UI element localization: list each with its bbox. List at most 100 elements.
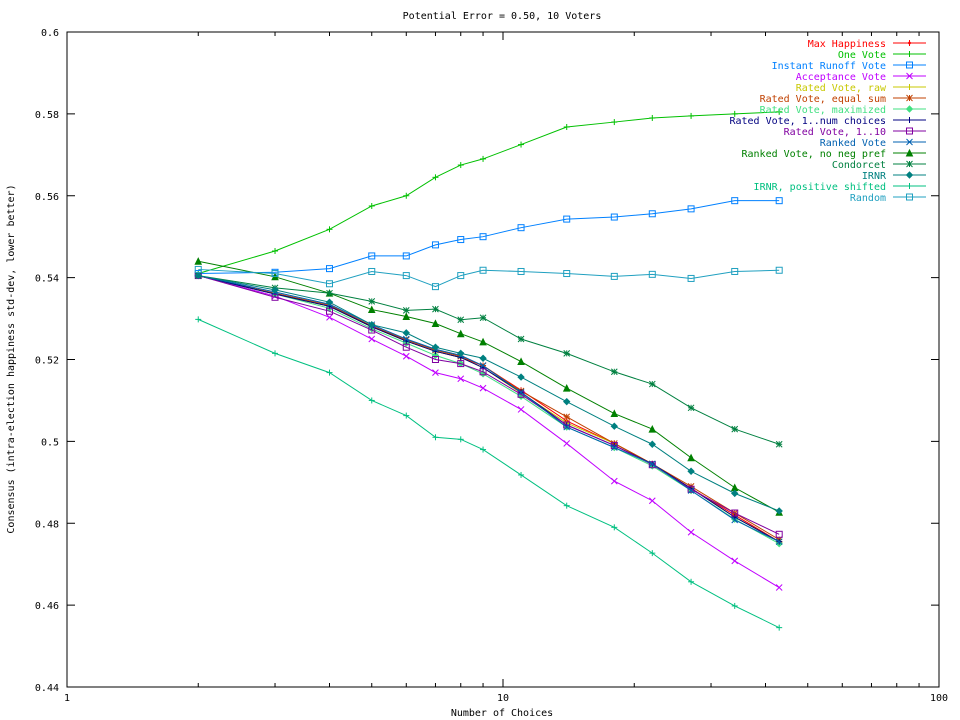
data-point: [271, 293, 279, 301]
data-point: [563, 123, 570, 130]
data-point: [731, 509, 739, 517]
data-point: [403, 192, 410, 199]
data-point: [431, 241, 439, 249]
data-point: [402, 252, 410, 260]
data-point: [518, 141, 525, 148]
data-point: [731, 557, 739, 565]
series-4: [195, 272, 783, 545]
data-point: [456, 329, 465, 338]
data-point: [687, 274, 695, 282]
data-point: [431, 343, 440, 351]
x-tick-label: 100: [930, 693, 948, 704]
data-point: [688, 578, 695, 585]
series-7: [195, 272, 783, 545]
data-point: [731, 425, 739, 433]
legend-marker: [906, 138, 913, 146]
data-point: [517, 335, 525, 343]
legend-marker: [905, 171, 914, 179]
legend-label: One Vote: [838, 50, 886, 61]
data-point: [731, 267, 739, 275]
data-point: [272, 350, 279, 357]
data-point: [775, 266, 783, 274]
series-2: [194, 197, 783, 278]
x-axis: 1 10 100: [64, 32, 948, 704]
data-point: [325, 265, 333, 273]
data-point: [325, 307, 333, 315]
legend-label: Rated Vote, 1..num choices: [729, 116, 886, 127]
data-point: [271, 270, 279, 278]
y-axis: 0.44 0.46 0.48 0.5 0.52 0.54 0.56 0.58 0.6: [35, 28, 939, 694]
data-point: [325, 298, 334, 306]
data-point: [648, 461, 656, 469]
data-point: [368, 335, 376, 343]
data-point: [402, 335, 410, 343]
data-point: [326, 369, 333, 376]
data-point: [432, 369, 439, 376]
chart-title: Potential Error = 0.50, 10 Voters: [403, 11, 602, 22]
data-point: [610, 444, 618, 451]
data-point: [326, 289, 333, 297]
legend-marker: [906, 61, 913, 69]
data-point: [563, 413, 571, 421]
data-point: [610, 272, 618, 280]
data-point: [402, 343, 410, 351]
x-tick-label: 1: [64, 693, 70, 704]
data-point: [457, 375, 465, 383]
data-point: [517, 406, 525, 413]
data-point: [731, 602, 738, 609]
series-14: [194, 265, 783, 291]
data-point: [517, 357, 525, 366]
data-point: [687, 528, 695, 536]
data-point: [563, 397, 571, 406]
x-axis-label: Number of Choices: [451, 708, 553, 719]
data-point: [479, 362, 487, 369]
data-point: [368, 320, 376, 329]
series-line: [198, 275, 780, 512]
legend-label: Rated Vote, 1..10: [784, 127, 886, 138]
data-point: [687, 467, 695, 475]
series-line: [198, 275, 780, 588]
data-point: [610, 213, 618, 221]
data-point: [517, 388, 525, 396]
data-point: [517, 267, 525, 275]
series-line: [198, 111, 780, 275]
legend-marker: [905, 148, 914, 157]
legend-label: Condorcet: [832, 160, 886, 171]
data-point: [432, 305, 439, 313]
data-point: [194, 271, 202, 280]
data-point: [518, 471, 525, 478]
series-11: [194, 272, 783, 448]
series-layer: [194, 108, 784, 631]
data-point: [563, 215, 571, 223]
series-1: [195, 108, 783, 277]
data-point: [479, 337, 487, 346]
data-point: [649, 550, 656, 557]
data-point: [563, 502, 570, 509]
data-point: [368, 397, 375, 404]
data-point: [610, 477, 618, 485]
data-point: [403, 412, 410, 419]
series-line: [198, 200, 780, 275]
data-point: [775, 507, 783, 515]
data-point: [775, 197, 783, 205]
data-point: [195, 316, 202, 323]
legend-label: Rated Vote, raw: [796, 83, 887, 94]
legend-label: Rated Vote, maximized: [760, 105, 886, 116]
data-point: [368, 252, 376, 260]
data-point: [271, 286, 279, 294]
data-point: [563, 350, 571, 357]
data-point: [648, 424, 657, 433]
data-point: [731, 514, 738, 521]
data-point: [326, 226, 333, 233]
y-tick-label: 0.58: [35, 110, 59, 121]
data-point: [687, 404, 695, 412]
data-point: [402, 307, 410, 314]
y-tick-label: 0.56: [35, 192, 59, 203]
data-point: [432, 434, 439, 441]
y-tick-label: 0.46: [35, 601, 59, 612]
series-5: [194, 272, 783, 543]
legend-marker: [906, 193, 913, 201]
data-point: [610, 409, 619, 418]
